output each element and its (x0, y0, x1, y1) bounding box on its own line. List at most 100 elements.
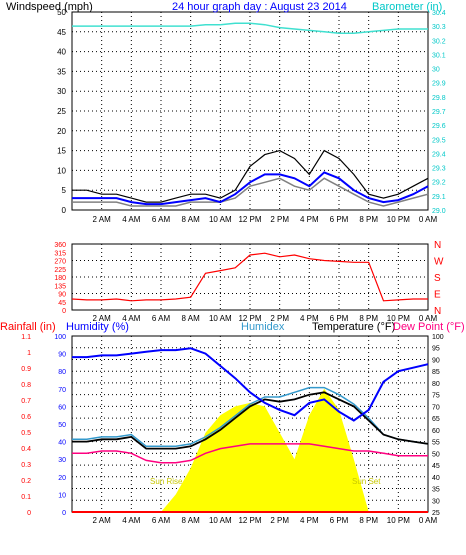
compass-label: S (434, 273, 441, 284)
chart-title: 24 hour graph day : August 23 2014 (172, 1, 347, 13)
wind-x-ticks: 2 AM 4 AM 6 AM 8 AM 10 AM 12 PM 2 PM 4 PM 6 PM 8 … (93, 215, 438, 224)
direction-series (71, 252, 428, 302)
x-tick-label: 8 PM (359, 215, 378, 224)
x-tick-label: 8 AM (182, 215, 201, 224)
temp-y-tick: 70 (432, 404, 440, 411)
x-tick-label: 0 AM (419, 516, 438, 525)
x-tick-label: 8 PM (359, 516, 378, 525)
baro-y-tick: 29.3 (432, 166, 446, 173)
x-tick-label: 8 PM (359, 314, 378, 323)
direction-grid (72, 244, 428, 310)
x-tick-label: 4 PM (300, 314, 319, 323)
baro-y-tick: 29.2 (432, 180, 446, 187)
temp-y-tick: 30 (432, 498, 440, 505)
wind-grid (72, 12, 428, 210)
temp-x-ticks: 2 AM 4 AM 6 AM 8 AM 10 AM 12 PM 2 PM 4 PM 6 PM 8 … (93, 516, 438, 525)
baro-y-tick: 29.4 (432, 151, 446, 158)
rain-y-tick: 0.8 (21, 382, 31, 389)
rain-y-tick: 0.7 (21, 398, 31, 405)
x-tick-label: 0 AM (419, 215, 438, 224)
wind-y-tick: 30 (57, 87, 66, 96)
direction-y-tick: 0 (62, 308, 66, 315)
compass-label: N (434, 306, 441, 317)
wind-y-tick: 40 (57, 48, 66, 57)
compass-label: W (434, 257, 444, 268)
x-tick-label: 12 PM (238, 516, 261, 525)
temp-y-tick: 40 (432, 475, 440, 482)
baro-y-tick: 30.4 (432, 10, 446, 17)
rain-y-tick: 0.2 (21, 478, 31, 485)
rain-y-tick: 0.4 (21, 446, 31, 453)
temp-y-tick: 95 (432, 346, 440, 353)
x-tick-label: 12 PM (238, 314, 261, 323)
rain-y-tick: 1.1 (21, 334, 31, 341)
wind-y-tick: 25 (57, 107, 66, 116)
rain-y-tick: 0.5 (21, 430, 31, 437)
humidity-y-tick: 10 (58, 492, 66, 499)
wind-y-tick: 35 (57, 67, 66, 76)
x-tick-label: 4 AM (122, 516, 141, 525)
humidity-y-tick: 20 (58, 475, 66, 482)
x-tick-label: 6 PM (330, 516, 349, 525)
direction-y-tick: 360 (54, 242, 66, 249)
dewpoint-legend: Dew Point (°F) (393, 321, 465, 333)
temperature-y-ticks: 25 30 35 40 45 50 55 60 65 70 75 80 85 90 95 100 (432, 334, 444, 517)
dewpoint-line (72, 443, 428, 464)
x-tick-label: 6 PM (330, 215, 349, 224)
rain-y-tick: 0.3 (21, 462, 31, 469)
compass-label: E (434, 290, 441, 301)
direction-y-tick: 90 (58, 292, 66, 299)
humidity-y-ticks: 0 10 20 30 40 50 60 70 80 90 100 (54, 334, 66, 517)
x-tick-label: 10 PM (387, 215, 410, 224)
wind-y-tick: 0 (62, 206, 67, 215)
wind-series (72, 22, 429, 207)
x-tick-label: 6 AM (152, 314, 171, 323)
temp-y-tick: 50 (432, 451, 440, 458)
humidity-y-tick: 50 (58, 422, 66, 429)
rain-y-tick: 1 (27, 350, 31, 357)
wind-y-ticks: 0 5 10 15 20 25 30 35 40 45 50 (57, 8, 66, 215)
direction-x-ticks: 2 AM 4 AM 6 AM 8 AM 10 AM 12 PM 2 PM 4 PM 6 PM 8 … (93, 314, 438, 323)
temp-y-tick: 100 (432, 334, 444, 341)
sun-set-label: Sun Set (352, 477, 381, 486)
temp-y-tick: 55 (432, 440, 440, 447)
humidity-y-tick: 30 (58, 457, 66, 464)
rain-y-tick: 0.1 (21, 494, 31, 501)
x-tick-label: 6 AM (152, 516, 171, 525)
wind-y-tick: 45 (57, 28, 66, 37)
x-tick-label: 2 AM (93, 516, 112, 525)
rain-y-tick: 0.6 (21, 414, 31, 421)
direction-y-tick: 180 (54, 275, 66, 282)
baro-y-tick: 29.6 (432, 123, 446, 130)
rainfall-axis-label: Rainfall (in) (0, 321, 56, 333)
x-tick-label: 6 AM (152, 215, 171, 224)
baro-y-tick: 29.7 (432, 109, 446, 116)
x-tick-label: 4 PM (300, 516, 319, 525)
compass-label: N (434, 240, 441, 251)
baro-y-tick: 29.1 (432, 194, 446, 201)
x-tick-label: 2 PM (270, 314, 289, 323)
wind-gust-line (72, 149, 429, 203)
windspeed-axis-label: Windspeed (mph) (6, 1, 93, 13)
x-tick-label: 10 PM (387, 516, 410, 525)
wind-y-tick: 50 (57, 8, 66, 17)
humidex-legend: Humidex (241, 321, 285, 333)
x-tick-label: 10 PM (387, 314, 410, 323)
humidity-line (72, 347, 429, 422)
humidity-y-tick: 40 (58, 440, 66, 447)
wind-average-line (72, 177, 429, 207)
barometer-line (72, 22, 428, 34)
rain-y-tick: 0 (27, 510, 31, 517)
temp-y-tick: 60 (432, 428, 440, 435)
direction-y-tick: 45 (58, 300, 66, 307)
direction-y-tick: 225 (54, 267, 66, 274)
x-tick-label: 4 AM (122, 215, 141, 224)
humidity-y-tick: 60 (58, 404, 66, 411)
wind-barometer-panel: Windspeed (mph) 24 hour graph day : Augu… (6, 1, 446, 224)
barometer-y-ticks: 29.0 29.1 29.2 29.3 29.4 29.5 29.6 29.7 29.8 29.9… (432, 10, 446, 215)
x-tick-label: 2 AM (93, 215, 112, 224)
x-tick-label: 2 PM (270, 215, 289, 224)
